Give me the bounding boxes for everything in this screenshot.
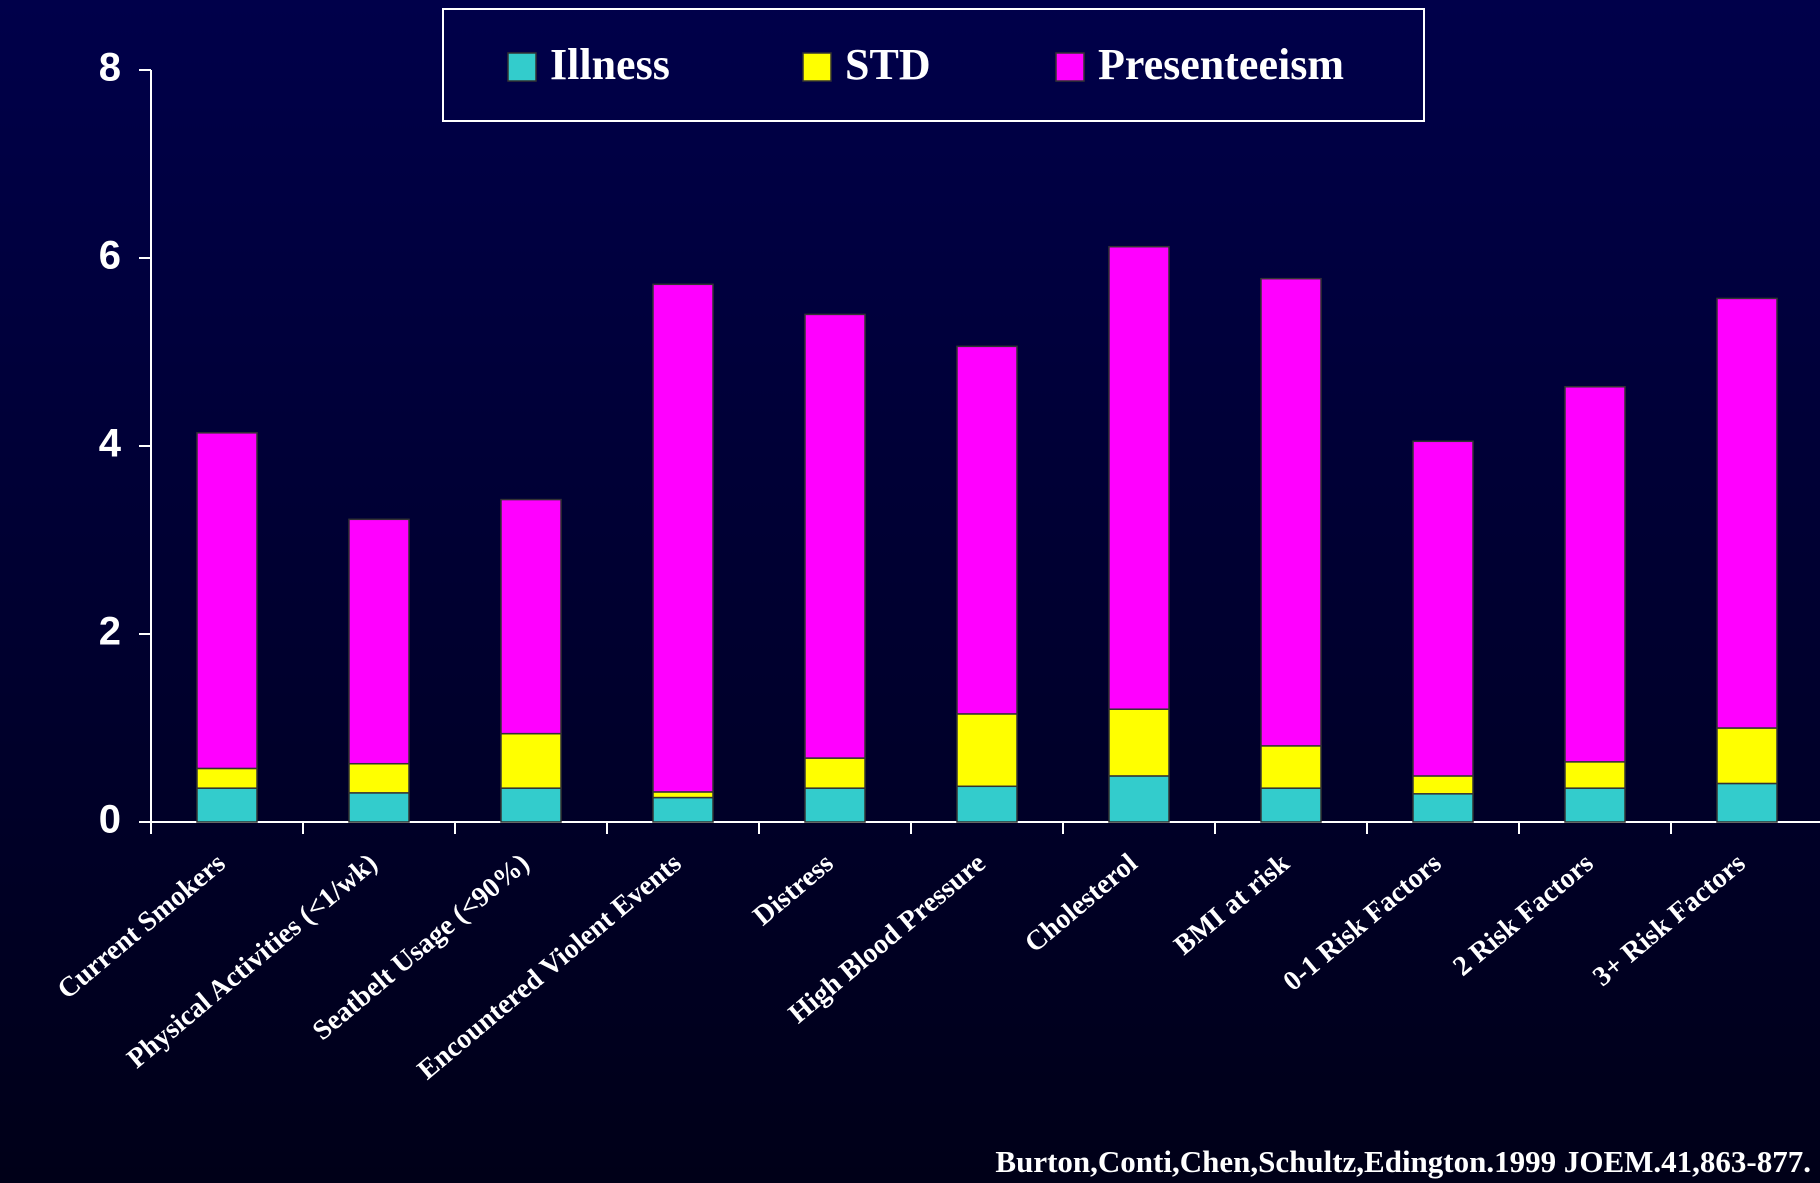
bar-segment <box>500 498 562 735</box>
bar-segment <box>652 791 714 799</box>
y-tick-label: 6 <box>99 234 121 278</box>
x-tick-label: Encountered Violent Events <box>412 848 688 1086</box>
bar-segment <box>956 713 1018 788</box>
x-tick-label: Physical Activities (<1/wk) <box>121 848 383 1075</box>
x-tick-label: Cholesterol <box>1019 847 1144 959</box>
bar-segment <box>196 432 258 770</box>
x-tick-label: BMI at risk <box>1168 847 1296 961</box>
bar-segment <box>804 787 866 823</box>
y-tick-label: 8 <box>99 46 121 90</box>
bar-segment <box>1716 782 1778 823</box>
bar-segment <box>1412 440 1474 777</box>
bar-segment <box>652 283 714 793</box>
legend-label: Illness <box>550 40 670 89</box>
bar-segment <box>348 762 410 794</box>
bar-segment <box>804 757 866 789</box>
legend-swatch <box>1055 52 1085 82</box>
bar-segment <box>500 787 562 823</box>
legend-box <box>442 8 1425 122</box>
legend-swatch <box>507 52 537 82</box>
bar-segment <box>348 518 410 765</box>
bar-segment <box>1412 793 1474 823</box>
x-tick-label: 0-1 Risk Factors <box>1277 848 1447 998</box>
bar-segment <box>1564 787 1626 823</box>
legend-swatch <box>802 52 832 82</box>
bar-segment <box>196 787 258 823</box>
x-tick-label: Distress <box>747 848 839 932</box>
bar-segment <box>1412 775 1474 795</box>
bar-segment <box>348 792 410 823</box>
bar-segment <box>804 313 866 759</box>
x-tick-label: 2 Risk Factors <box>1447 848 1599 983</box>
bar-segment <box>1108 775 1170 823</box>
bar-segment <box>1260 745 1322 789</box>
bar-segment <box>1260 277 1322 747</box>
y-tick-label: 4 <box>99 422 122 466</box>
y-tick-label: 0 <box>99 798 121 842</box>
bar-segment <box>1108 245 1170 710</box>
bar-segment <box>652 796 714 823</box>
bar-segment <box>1108 708 1170 777</box>
bar-segment <box>1564 386 1626 763</box>
bar-segment <box>956 785 1018 823</box>
bar-segment <box>500 732 562 789</box>
bar-segment <box>956 345 1018 715</box>
y-tick-label: 2 <box>99 610 121 654</box>
bar-segment <box>1564 761 1626 789</box>
bar-segment <box>1716 297 1778 729</box>
bar-segment <box>196 767 258 789</box>
bar-segment <box>1260 787 1322 823</box>
bar-segment <box>1716 727 1778 785</box>
legend-label: Presenteeism <box>1098 40 1344 89</box>
source-note: Burton,Conti,Chen,Schultz,Edington.1999 … <box>995 1144 1811 1179</box>
x-tick-label: 3+ Risk Factors <box>1587 848 1751 993</box>
legend-label: STD <box>845 40 931 89</box>
